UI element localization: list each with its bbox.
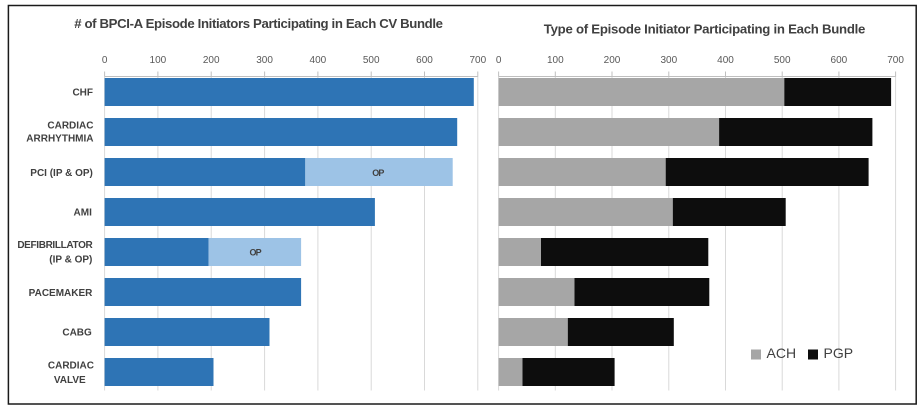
svg-text:ARRHYTHMIA: ARRHYTHMIA [26,134,93,145]
svg-text:600: 600 [416,55,433,66]
svg-text:600: 600 [831,55,848,66]
svg-text:PACEMAKER: PACEMAKER [29,288,93,299]
svg-text:VALVE: VALVE [54,375,86,386]
svg-text:PCI (IP & OP): PCI (IP & OP) [30,168,93,179]
svg-text:AMI: AMI [74,208,93,219]
svg-text:CARDIAC: CARDIAC [47,120,93,131]
svg-text:CHF: CHF [72,87,93,98]
svg-text:300: 300 [660,55,677,66]
svg-text:CARDIAC: CARDIAC [48,360,94,371]
svg-text:ACH: ACH [767,345,797,361]
svg-text:200: 200 [604,55,621,66]
svg-text:700: 700 [887,55,904,66]
svg-text:700: 700 [469,55,486,66]
svg-text:OP: OP [372,168,384,178]
svg-text:Type of Episode Initiator Part: Type of Episode Initiator Participating … [544,21,865,36]
svg-text:100: 100 [547,55,564,66]
svg-text:CABG: CABG [62,328,92,339]
svg-text:0: 0 [496,55,502,66]
svg-text:400: 400 [310,55,327,66]
svg-text:0: 0 [102,55,108,66]
svg-text:DEFIBRILLATOR: DEFIBRILLATOR [17,240,93,251]
svg-text:500: 500 [363,55,380,66]
svg-text:(IP & OP): (IP & OP) [49,254,92,265]
svg-text:# of BPCI-A Episode Initiators: # of BPCI-A Episode Initiators Participa… [74,16,442,31]
svg-text:200: 200 [203,55,220,66]
svg-text:100: 100 [150,55,167,66]
svg-text:500: 500 [774,55,791,66]
svg-text:OP: OP [249,247,261,257]
svg-text:400: 400 [717,55,734,66]
svg-text:300: 300 [256,55,273,66]
svg-text:PGP: PGP [824,345,854,361]
